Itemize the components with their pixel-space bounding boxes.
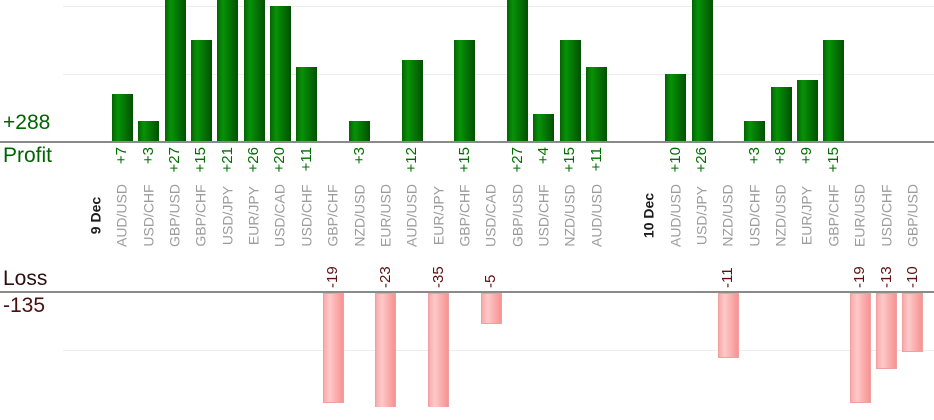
- profit-bar: [796, 80, 818, 141]
- profit-bar: [138, 120, 160, 141]
- pair-label: GBP/CHF: [825, 184, 842, 247]
- profit-bar: [217, 0, 239, 141]
- loss-value-label: -19: [851, 266, 869, 288]
- loss-bar: [322, 293, 344, 404]
- loss-total: -135: [3, 294, 46, 317]
- loss-value-label: -35: [429, 266, 447, 288]
- pair-label: GBP/CHF: [456, 184, 473, 247]
- loss-axis-line: [0, 291, 934, 293]
- loss-bar: [375, 293, 397, 407]
- profit-bar: [770, 87, 792, 141]
- pair-label: GBP/USD: [509, 184, 526, 248]
- pair-label: EUR/JPY: [798, 185, 815, 246]
- profit-bar: [744, 120, 766, 141]
- profit-total: +288: [3, 111, 51, 134]
- profit-plot-area: [0, 0, 934, 141]
- pair-label: USD/CHF: [298, 184, 315, 247]
- loss-value-label: -10: [903, 266, 921, 288]
- profit-bar: [586, 66, 608, 141]
- profit-bar: [691, 0, 713, 141]
- profit-bar: [269, 6, 291, 141]
- pair-label: USD/CAD: [271, 184, 288, 248]
- pair-label: GBP/USD: [166, 184, 183, 248]
- pair-label: USD/CHF: [140, 184, 157, 247]
- profit-axis-line: [0, 141, 934, 143]
- pair-label: USD/CHF: [746, 184, 763, 247]
- loss-bar: [876, 293, 897, 370]
- loss-axis-label: Loss: [3, 267, 48, 290]
- pair-label: AUD/USD: [403, 184, 420, 248]
- pair-label: AUD/USD: [667, 184, 684, 248]
- loss-bar: [717, 293, 739, 358]
- pair-label: AUD/USD: [113, 184, 130, 248]
- pair-label: USD/JPY: [219, 185, 236, 246]
- profit-bar: [164, 0, 186, 141]
- pair-label: GBP/CHF: [192, 184, 209, 247]
- profit-bar: [296, 66, 318, 141]
- loss-bar: [480, 293, 502, 324]
- profit-bar: [190, 39, 212, 141]
- pair-label: USD/JPY: [693, 185, 710, 246]
- loss-value-label: -11: [719, 267, 737, 288]
- pair-label: USD/CHF: [535, 184, 552, 247]
- profit-bar: [507, 0, 529, 141]
- pair-label: EUR/JPY: [245, 185, 262, 246]
- profit-gridline: [63, 6, 934, 7]
- profit-bar: [243, 0, 265, 141]
- loss-value-label: -23: [376, 266, 394, 288]
- loss-bar: [428, 293, 450, 407]
- profit-bar: [454, 39, 476, 141]
- profit-bar: [665, 73, 687, 141]
- profit-bar: [401, 60, 423, 141]
- loss-value-label: -19: [324, 266, 342, 288]
- pair-label: NZD/USD: [351, 184, 367, 247]
- loss-bar: [902, 293, 924, 352]
- profit-bar: [823, 39, 845, 141]
- profit-axis-label: Profit: [3, 144, 53, 167]
- loss-value-label: -5: [482, 274, 500, 288]
- loss-value-label: -13: [877, 266, 895, 288]
- loss-gridline: [63, 350, 934, 351]
- pair-label: NZD/USD: [561, 184, 578, 247]
- profit-bar: [111, 93, 133, 141]
- profit-bar: [349, 120, 370, 141]
- loss-plot-area: [0, 293, 934, 407]
- pair-label: AUD/USD: [588, 184, 605, 248]
- day-label: 10 Dec: [640, 192, 657, 239]
- profit-bar: [533, 114, 555, 141]
- profit-gridline: [63, 73, 934, 75]
- loss-bar: [849, 293, 871, 404]
- pair-label: NZD/USD: [772, 184, 789, 247]
- profit-bar: [559, 39, 581, 141]
- day-label: 9 Dec: [87, 196, 104, 235]
